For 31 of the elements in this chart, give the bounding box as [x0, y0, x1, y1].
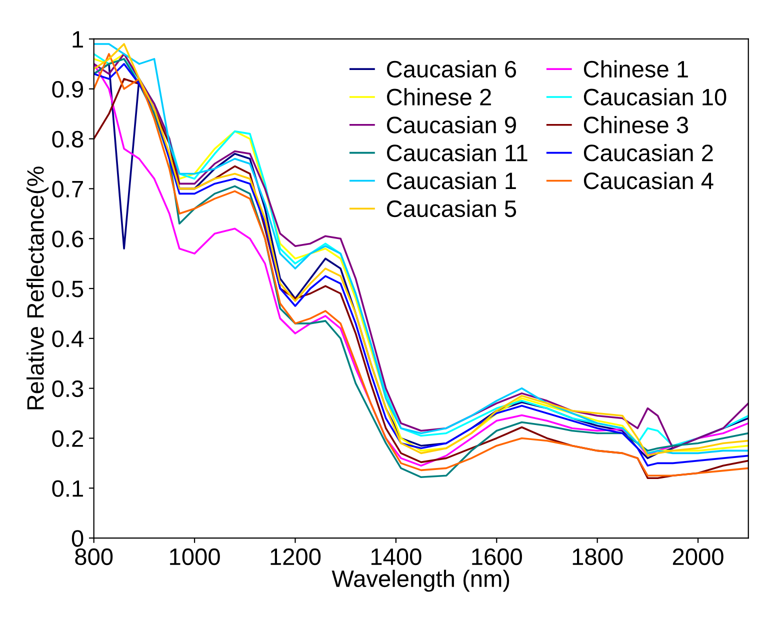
y-tick-label: 0.9 [52, 80, 83, 98]
y-tick-label: 0.2 [52, 430, 83, 448]
legend-label: Caucasian 11 [387, 144, 528, 162]
legend-label: Caucasian 9 [387, 116, 516, 134]
legend-label: Caucasian 10 [584, 88, 726, 106]
y-tick-label: 0 [72, 530, 84, 547]
legend-label: Caucasian 5 [387, 200, 516, 218]
y-tick-label: 0.6 [52, 230, 84, 248]
legend-label: Chinese 3 [584, 116, 688, 134]
x-tick-label: 1000 [170, 548, 220, 566]
y-tick-label: 0.5 [52, 280, 84, 298]
legend-label: Chinese 1 [584, 60, 688, 78]
x-axis-title: Wavelength (nm) [332, 570, 510, 592]
x-tick-label: 800 [75, 548, 113, 566]
y-tick-label: 0.3 [52, 380, 84, 398]
x-tick-label: 2000 [672, 548, 724, 566]
legend-label: Caucasian 4 [584, 172, 714, 190]
x-tick-label: 1600 [472, 548, 522, 566]
legend-label: Caucasian 6 [387, 60, 516, 78]
legend-label: Caucasian 1 [387, 172, 516, 190]
y-tick-label: 0.7 [52, 180, 83, 198]
x-tick-label: 1200 [270, 548, 321, 566]
y-tick-label: 1 [72, 31, 83, 48]
y-tick-label: 0.1 [52, 480, 83, 497]
legend-label: Caucasian 2 [584, 144, 713, 162]
x-tick-label: 1400 [371, 548, 422, 566]
y-axis-title: Relative Reflectance(% [26, 166, 49, 410]
legend-label: Chinese 2 [387, 88, 491, 106]
y-tick-label: 0.8 [52, 130, 84, 148]
x-tick-label: 1800 [572, 548, 623, 566]
y-tick-label: 0.4 [52, 330, 84, 348]
